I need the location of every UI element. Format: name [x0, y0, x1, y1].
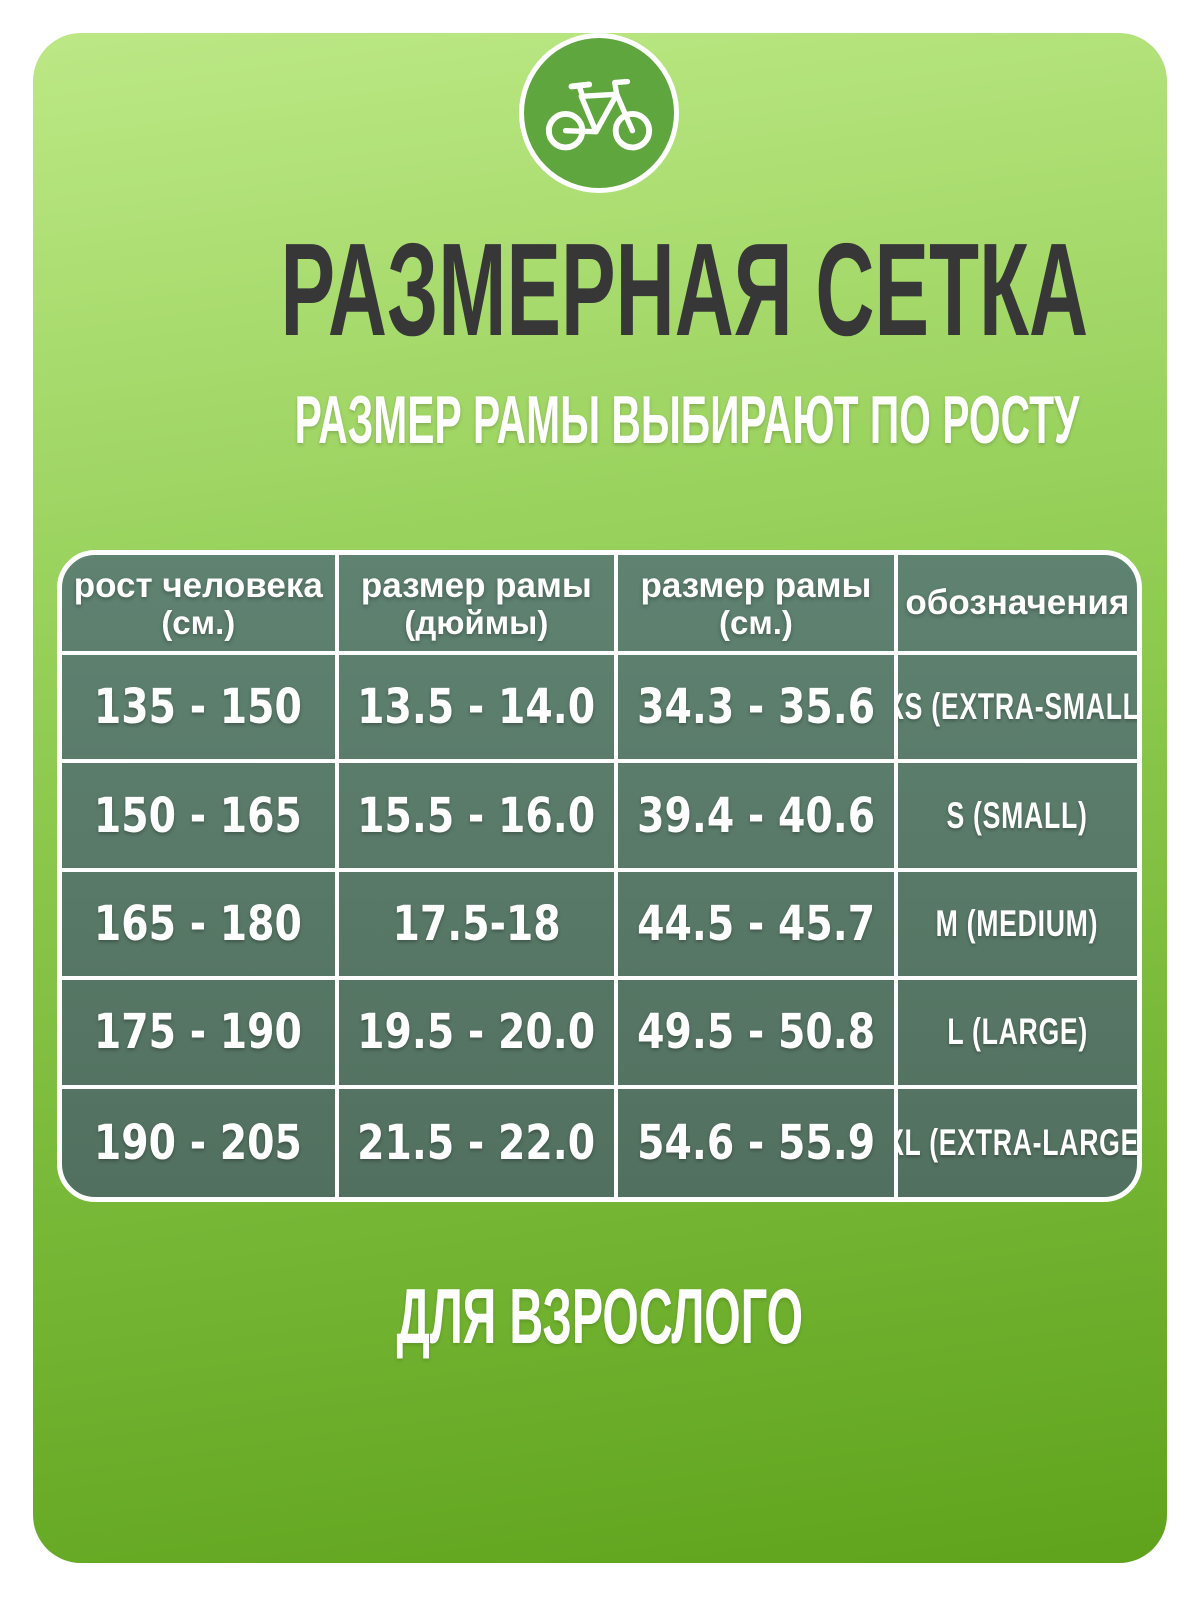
header-label: размер рамы [360, 565, 592, 605]
table-cell: 13.5 - 14.0 [338, 655, 619, 764]
page-title-text: РАЗМЕРНАЯ СЕТКА [280, 216, 1089, 363]
table-cell-size: XL (EXTRA-LARGE) [897, 1121, 1137, 1163]
header-cell-height-cm: рост человека (см.) [62, 555, 339, 655]
page-title: РАЗМЕРНАЯ СЕТКА [33, 216, 1167, 363]
table-cell: 21.5 - 22.0 [339, 1088, 619, 1197]
bicycle-icon [519, 33, 679, 193]
header-unit: (дюймы) [404, 603, 549, 641]
table-cell: 150 - 165 [62, 763, 339, 872]
table-cell-size: S (SMALL) [897, 763, 1137, 872]
size-table: рост человека (см.) размер рамы (дюймы) … [57, 550, 1142, 1202]
audience-label: ДЛЯ ВЗРОСЛОГО [33, 1271, 1167, 1362]
table-cell-size: XS (EXTRA-SMALL) [897, 655, 1137, 764]
table-cell: 49.5 - 50.8 [618, 980, 898, 1089]
header-unit: (см.) [161, 603, 236, 641]
table-cell: 17.5-18 [338, 871, 619, 981]
table-cell: 15.5 - 16.0 [338, 763, 619, 872]
header-cell-frame-inches: размер рамы (дюймы) [338, 555, 619, 655]
table-cell: 39.4 - 40.6 [618, 763, 898, 872]
page-subtitle-text: РАЗМЕР РАМЫ ВЫБИРАЮТ ПО РОСТУ [294, 382, 1080, 458]
audience-label-text: ДЛЯ ВЗРОСЛОГО [396, 1272, 804, 1360]
header-cell-frame-cm: размер рамы (см.) [618, 555, 898, 655]
table-cell-size: L (LARGE) [897, 980, 1137, 1089]
table-cell: 190 - 205 [62, 1088, 339, 1197]
table-cell: 19.5 - 20.0 [338, 980, 619, 1089]
table-cell: 44.5 - 45.7 [618, 871, 898, 981]
table-cell: 34.3 - 35.6 [618, 655, 898, 764]
table-cell: 135 - 150 [62, 655, 339, 764]
header-cell-designation: обозначения [897, 555, 1137, 655]
table-cell: 175 - 190 [62, 980, 339, 1089]
table-cell: 165 - 180 [62, 871, 339, 981]
bicycle-glyph [545, 78, 653, 151]
header-label: рост человека [73, 565, 323, 605]
table-cell: 54.6 - 55.9 [618, 1088, 898, 1197]
header-label: обозначения [905, 582, 1130, 622]
page-subtitle: РАЗМЕР РАМЫ ВЫБИРАЮТ ПО РОСТУ [33, 381, 1167, 459]
table-cell-size: M (MEDIUM) [897, 872, 1137, 981]
size-chart-card: РАЗМЕРНАЯ СЕТКА РАЗМЕР РАМЫ ВЫБИРАЮТ ПО … [33, 33, 1167, 1563]
header-unit: (см.) [719, 603, 793, 641]
header-label: размер рамы [640, 565, 872, 605]
